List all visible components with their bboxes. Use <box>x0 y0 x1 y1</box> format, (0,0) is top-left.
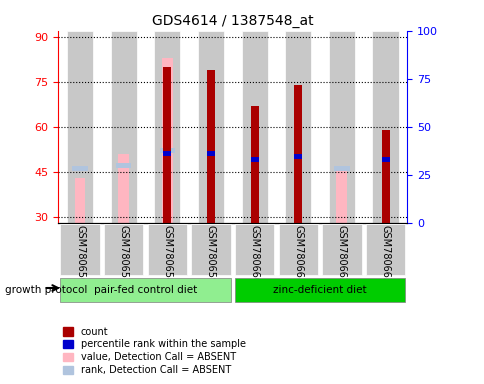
Bar <box>118 154 129 223</box>
Bar <box>110 31 136 223</box>
Bar <box>75 178 85 223</box>
FancyBboxPatch shape <box>191 224 230 275</box>
Bar <box>207 151 214 156</box>
Text: GSM780656: GSM780656 <box>75 225 85 285</box>
FancyBboxPatch shape <box>365 224 404 275</box>
Text: GSM780661: GSM780661 <box>293 225 302 285</box>
Bar <box>116 164 131 168</box>
Bar <box>250 157 258 162</box>
Bar <box>328 31 354 223</box>
FancyBboxPatch shape <box>234 224 273 275</box>
Bar <box>163 67 171 223</box>
Text: GSM780663: GSM780663 <box>380 225 390 285</box>
Text: pair-fed control diet: pair-fed control diet <box>94 285 197 295</box>
Bar <box>381 157 389 162</box>
Bar <box>294 85 302 223</box>
FancyBboxPatch shape <box>147 224 186 275</box>
Bar <box>336 166 347 223</box>
Text: GSM780662: GSM780662 <box>336 225 346 285</box>
Bar <box>207 70 214 223</box>
FancyBboxPatch shape <box>60 224 99 275</box>
Bar <box>294 154 302 159</box>
FancyBboxPatch shape <box>321 224 361 275</box>
FancyBboxPatch shape <box>234 278 404 302</box>
FancyBboxPatch shape <box>104 224 143 275</box>
Bar <box>154 31 180 223</box>
Legend: count, percentile rank within the sample, value, Detection Call = ABSENT, rank, : count, percentile rank within the sample… <box>63 326 245 375</box>
Bar <box>67 31 93 223</box>
Bar <box>241 31 267 223</box>
Bar <box>285 31 311 223</box>
Bar <box>159 149 175 153</box>
Bar <box>250 106 258 223</box>
Bar <box>381 130 389 223</box>
Text: growth protocol: growth protocol <box>5 285 87 295</box>
Bar <box>72 167 88 171</box>
Text: GSM780659: GSM780659 <box>206 225 215 285</box>
Text: GSM780658: GSM780658 <box>162 225 172 285</box>
Title: GDS4614 / 1387548_at: GDS4614 / 1387548_at <box>151 14 313 28</box>
Text: zinc-deficient diet: zinc-deficient diet <box>272 285 366 295</box>
Text: GSM780657: GSM780657 <box>119 225 128 285</box>
Bar <box>197 31 224 223</box>
Bar <box>372 31 398 223</box>
Bar <box>163 151 171 156</box>
Text: GSM780660: GSM780660 <box>249 225 259 285</box>
Bar <box>162 58 172 223</box>
FancyBboxPatch shape <box>278 224 317 275</box>
FancyBboxPatch shape <box>60 278 230 302</box>
Bar <box>333 167 349 171</box>
